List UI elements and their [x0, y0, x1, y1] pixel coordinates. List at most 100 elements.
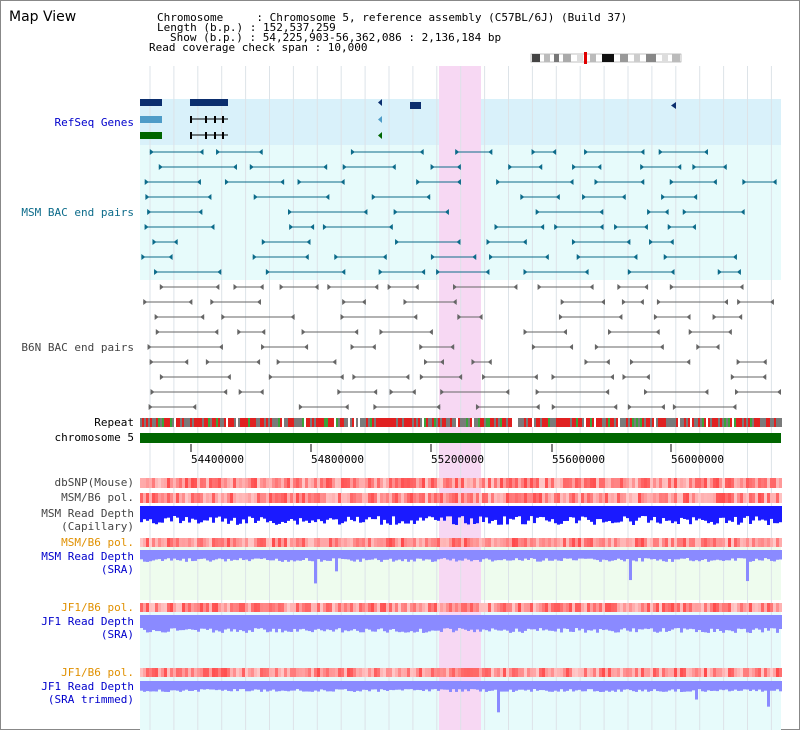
jf1-sra-depth-bar — [482, 615, 485, 630]
jf1-trimmed-depth-bar — [527, 681, 530, 690]
msm-capillary-depth-bar — [464, 506, 467, 524]
msm-sra-depth-bar — [536, 550, 539, 562]
msm-sra-depth-bar — [629, 550, 632, 581]
msm-capillary-depth-bar — [581, 506, 584, 517]
msm-bac-pair — [280, 179, 285, 185]
msm-b6-pol-strip — [545, 493, 548, 503]
repeat-block — [262, 418, 264, 427]
msm-b6-pol-strip — [254, 538, 257, 547]
dbsnp-strip — [539, 478, 542, 488]
jf1-trimmed-depth-bar — [767, 681, 770, 707]
b6n-bac-pair — [279, 284, 284, 290]
msm-capillary-depth-bar — [317, 506, 320, 520]
msm-bac-pair — [522, 239, 527, 245]
jf1-sra-depth-bar — [695, 615, 698, 633]
msm-b6-pol-strip — [608, 538, 611, 547]
msm-sra-depth-bar — [242, 550, 245, 561]
jf1-b6-pol-strip — [284, 603, 287, 612]
msm-bac-pair — [614, 224, 619, 230]
msm-b6-pol-strip — [146, 538, 149, 547]
jf1-b6-pol-strip — [377, 668, 380, 677]
msm-b6-pol-strip — [401, 538, 404, 547]
msm-b6-pol-strip — [515, 493, 518, 503]
repeat-block — [648, 418, 650, 427]
jf1-trimmed-depth-bar — [653, 681, 656, 690]
dbsnp-strip — [428, 478, 431, 488]
msm-b6-pol-strip — [776, 538, 779, 547]
jf1-b6-pol-strip — [152, 668, 155, 677]
jf1-trimmed-depth-bar — [173, 681, 176, 691]
msm-b6-pol-strip — [308, 538, 311, 547]
jf1-b6-pol-strip — [434, 668, 437, 677]
msm-b6-pol-strip — [407, 493, 410, 503]
jf1-b6-pol-strip — [176, 668, 179, 677]
msm-b6-pol-strip — [437, 493, 440, 503]
jf1-b6-pol-strip — [158, 668, 161, 677]
msm-capillary-depth-bar — [428, 506, 431, 517]
msm-sra-depth-bar — [251, 550, 254, 560]
dbsnp-strip — [344, 478, 347, 488]
jf1-b6-pol-strip — [404, 668, 407, 677]
msm-b6-pol-strip — [413, 493, 416, 503]
jf1-trimmed-depth-bar — [452, 681, 455, 690]
jf1-b6-pol-strip — [725, 668, 728, 677]
jf1-sra-depth-bar — [368, 615, 371, 630]
dbsnp-strip — [392, 478, 395, 488]
dbsnp-strip — [359, 478, 362, 488]
msm-bac-pair — [692, 164, 697, 170]
repeat-block — [680, 418, 682, 427]
msm-b6-pol-strip — [542, 538, 545, 547]
jf1-sra-depth-bar — [218, 615, 221, 632]
msm-b6-pol-strip — [155, 493, 158, 503]
msm-b6-pol-strip — [443, 493, 446, 503]
jf1-trimmed-depth-bar — [557, 681, 560, 692]
b6n-bac-pair — [223, 389, 228, 395]
jf1-b6-pol-strip — [506, 668, 509, 677]
jf1-b6-pol-strip — [563, 668, 566, 677]
jf1-b6-pol-strip — [617, 668, 620, 677]
msm-bac-pair — [334, 254, 339, 260]
jf1-trimmed-depth-bar — [248, 681, 251, 692]
msm-sra-depth-bar — [545, 550, 548, 559]
jf1-trimmed-depth-bar — [752, 681, 755, 690]
msm-capillary-depth-bar — [140, 506, 143, 523]
jf1-b6-pol-strip — [557, 668, 560, 677]
repeat-block — [494, 418, 496, 427]
jf1-b6-pol-strip — [317, 668, 320, 677]
msm-b6-pol-strip — [314, 493, 317, 503]
msm-b6-pol-strip — [521, 538, 524, 547]
msm-sra-depth-bar — [740, 550, 743, 559]
msm-b6-pol-strip — [695, 493, 698, 503]
repeat-block — [548, 418, 550, 427]
msm-b6-pol-strip — [317, 493, 320, 503]
repeat-block — [508, 418, 510, 427]
jf1-sra-depth-bar — [188, 615, 191, 630]
jf1-b6-pol-strip — [698, 668, 701, 677]
jf1-sra-depth-bar — [485, 615, 488, 631]
repeat-block — [740, 418, 742, 427]
jf1-sra-depth-bar — [620, 615, 623, 630]
msm-bac-pair — [232, 164, 237, 170]
repeat-block — [694, 418, 696, 427]
msm-b6-pol-strip — [275, 493, 278, 503]
repeat-block — [158, 418, 160, 427]
jf1-b6-pol-strip — [140, 668, 143, 677]
msm-capillary-depth-bar — [749, 506, 752, 524]
chromosome-ideogram[interactable] — [530, 52, 682, 64]
msm-bac-pair — [388, 224, 393, 230]
jf1-b6-pol-strip — [674, 603, 677, 612]
msm-sra-depth-bar — [254, 550, 257, 559]
dbsnp-strip — [176, 478, 179, 488]
b6n-bac-pair — [475, 404, 480, 410]
jf1-sra-depth-bar — [341, 615, 344, 633]
dbsnp-strip — [476, 478, 479, 488]
dbsnp-strip — [707, 478, 710, 488]
repeat-block — [298, 418, 300, 427]
jf1-b6-pol-strip — [767, 603, 770, 612]
jf1-b6-pol-strip — [326, 668, 329, 677]
repeat-block — [334, 418, 336, 427]
repeat-block — [294, 418, 296, 427]
msm-b6-pol-strip — [206, 493, 209, 503]
jf1-b6-pol-strip — [266, 668, 269, 677]
